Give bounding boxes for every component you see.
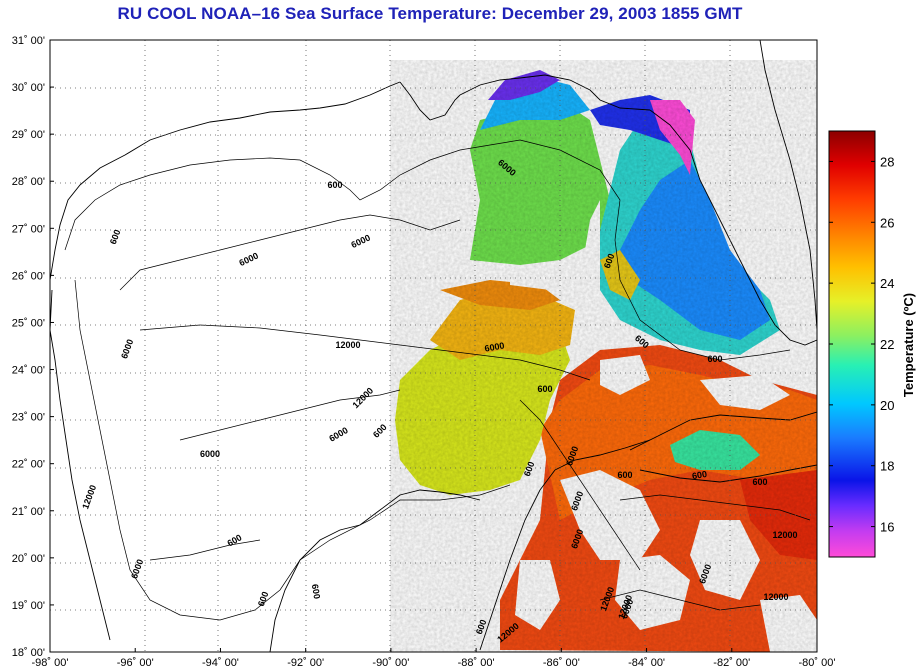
longitude-label: -86˚ 00' bbox=[543, 657, 580, 669]
latitude-label: 24˚ 00' bbox=[12, 365, 45, 377]
colorbar-tick-label: 16 bbox=[880, 520, 894, 535]
sst-field bbox=[390, 60, 817, 652]
longitude-label: -82˚ 00' bbox=[713, 657, 750, 669]
plot-border bbox=[49, 39, 818, 653]
graticule bbox=[50, 40, 817, 652]
latitude-label: 23˚ 00' bbox=[12, 412, 45, 424]
longitude-label: -98˚ 00' bbox=[32, 657, 69, 669]
latitude-label: 31˚ 00' bbox=[12, 35, 45, 47]
colorbar-tick-label: 18 bbox=[880, 459, 894, 474]
contour-label: 600 bbox=[707, 354, 722, 364]
latitude-label: 27˚ 00' bbox=[12, 223, 45, 235]
longitude-label: -84˚ 00' bbox=[628, 657, 665, 669]
latitude-label: 21˚ 00' bbox=[12, 506, 45, 518]
longitude-label: -96˚ 00' bbox=[117, 657, 154, 669]
contour-label: 600 bbox=[256, 590, 271, 608]
longitude-labels: -98˚ 00' -96˚ 00' -94˚ 00' -92˚ 00' -90˚ 00'… bbox=[32, 648, 836, 669]
latitude-label: 22˚ 00' bbox=[12, 459, 45, 471]
contour-label: 12000 bbox=[763, 592, 788, 602]
colorbar-title: Temperature (ºC) bbox=[901, 293, 916, 397]
latitude-label: 18˚ 00' bbox=[12, 647, 45, 659]
contour-label: 600 bbox=[752, 477, 767, 487]
colorbar-tick-label: 28 bbox=[880, 154, 894, 169]
contour-label: 6000 bbox=[200, 449, 220, 459]
contour-label: 600 bbox=[602, 252, 617, 270]
longitude-label: -92˚ 00' bbox=[287, 657, 324, 669]
latitude-label: 26˚ 00' bbox=[12, 270, 45, 282]
latitude-label: 20˚ 00' bbox=[12, 553, 45, 565]
contour-label: 12000 bbox=[335, 340, 360, 350]
contour-label: 600 bbox=[108, 228, 123, 246]
latitude-labels: 31˚ 00' 30˚ 00' 29˚ 00' 28˚ 00' 27˚ 00' 26˚ 0… bbox=[12, 35, 54, 659]
colorbar-tick-label: 22 bbox=[880, 337, 894, 352]
latitude-label: 25˚ 00' bbox=[12, 317, 45, 329]
colorbar bbox=[828, 130, 876, 558]
contour-label: 6000 bbox=[484, 340, 505, 353]
contour-label: 600 bbox=[537, 384, 552, 394]
contour-label: 600 bbox=[522, 460, 537, 478]
colorbar-tick-label: 24 bbox=[880, 276, 894, 291]
colorbar-tick-label: 26 bbox=[880, 215, 894, 230]
map-title: RU COOL NOAA–16 Sea Surface Temperature:… bbox=[117, 4, 743, 23]
longitude-label: -90˚ 00' bbox=[372, 657, 409, 669]
longitude-label: -94˚ 00' bbox=[202, 657, 239, 669]
longitude-label: -80˚ 00' bbox=[799, 657, 836, 669]
longitude-label: -88˚ 00' bbox=[458, 657, 495, 669]
latitude-label: 19˚ 00' bbox=[12, 600, 45, 612]
contour-label: 600 bbox=[691, 469, 708, 481]
contour-label: 600 bbox=[617, 470, 632, 480]
latitude-label: 29˚ 00' bbox=[12, 129, 45, 141]
contour-label: 12000 bbox=[772, 530, 797, 540]
contour-label: 600 bbox=[310, 583, 322, 600]
contour-label: 600 bbox=[474, 618, 489, 636]
colorbar-tick-label: 20 bbox=[880, 398, 894, 413]
contour-label: 600 bbox=[327, 180, 342, 190]
latitude-label: 30˚ 00' bbox=[12, 82, 45, 94]
latitude-label: 28˚ 00' bbox=[12, 176, 45, 188]
colorbar-ticks: 28 26 24 22 20 18 16 bbox=[829, 154, 894, 535]
